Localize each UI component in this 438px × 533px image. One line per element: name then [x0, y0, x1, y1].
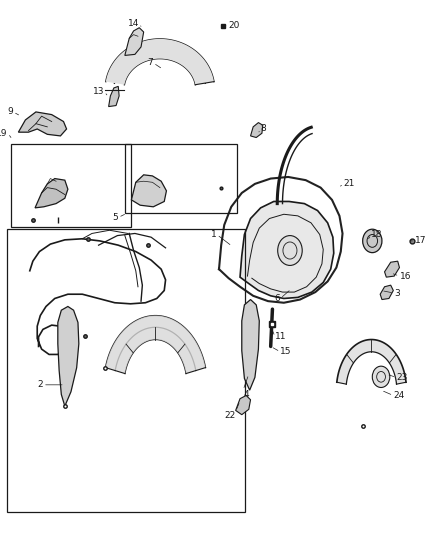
Text: 24: 24 — [393, 391, 405, 400]
Polygon shape — [337, 340, 406, 384]
Text: 15: 15 — [280, 348, 292, 356]
Polygon shape — [125, 28, 144, 55]
Text: 14: 14 — [128, 19, 139, 28]
Polygon shape — [106, 39, 214, 85]
Polygon shape — [242, 300, 259, 390]
Text: 8: 8 — [261, 125, 266, 133]
Polygon shape — [240, 201, 334, 298]
Text: 9: 9 — [7, 108, 13, 116]
Polygon shape — [131, 175, 166, 207]
Polygon shape — [106, 316, 205, 374]
Text: 7: 7 — [148, 59, 153, 67]
Text: 1: 1 — [211, 230, 217, 239]
Text: 18: 18 — [371, 230, 383, 239]
Polygon shape — [385, 261, 399, 277]
Text: 6: 6 — [275, 294, 280, 303]
Bar — [125, 144, 237, 213]
Polygon shape — [58, 306, 79, 406]
Bar — [7, 229, 245, 512]
Text: 2: 2 — [37, 381, 43, 389]
Circle shape — [363, 229, 382, 253]
Bar — [11, 144, 131, 227]
Text: 23: 23 — [396, 373, 408, 382]
Text: 19: 19 — [0, 129, 8, 138]
Text: 20: 20 — [229, 21, 240, 30]
Circle shape — [372, 366, 390, 387]
Polygon shape — [18, 112, 67, 136]
Polygon shape — [236, 395, 251, 415]
Polygon shape — [109, 86, 119, 107]
Text: 21: 21 — [344, 180, 355, 188]
Text: 22: 22 — [224, 411, 236, 421]
Text: 5: 5 — [113, 213, 118, 222]
Text: 17: 17 — [415, 237, 427, 245]
Text: 13: 13 — [93, 87, 104, 96]
Polygon shape — [251, 123, 263, 138]
Polygon shape — [380, 285, 393, 300]
Text: 16: 16 — [399, 272, 411, 280]
Text: 3: 3 — [394, 289, 400, 297]
Circle shape — [278, 236, 302, 265]
Text: 11: 11 — [275, 333, 286, 341]
Polygon shape — [35, 179, 68, 208]
Text: 4: 4 — [243, 390, 249, 399]
